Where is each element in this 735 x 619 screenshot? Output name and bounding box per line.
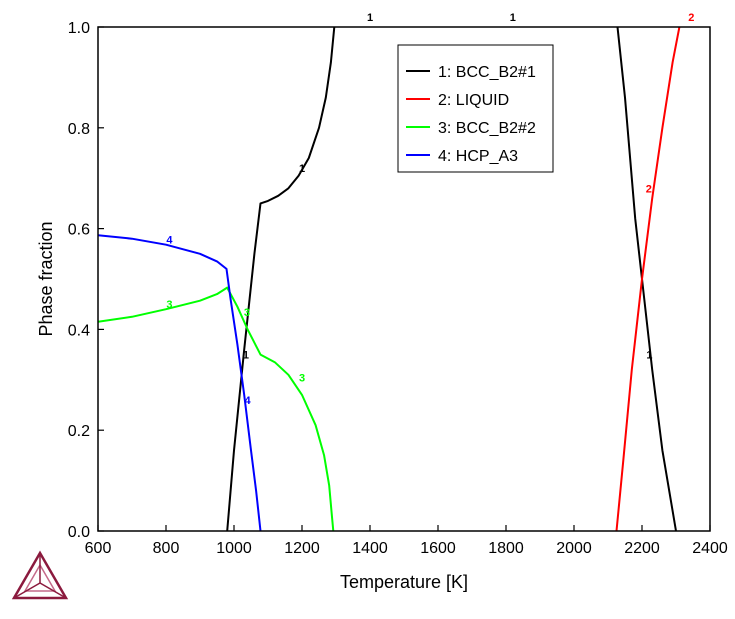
y-tick-label: 0.6: [68, 222, 90, 239]
x-axis-title: Temperature [K]: [340, 572, 468, 592]
x-tick-label: 600: [85, 540, 112, 557]
x-tick-label: 1400: [352, 540, 388, 557]
y-tick-label: 0.4: [68, 322, 90, 339]
curve-label-1: 1: [299, 163, 305, 175]
x-tick-label: 800: [153, 540, 180, 557]
series-line-3-segment-1: [98, 286, 335, 531]
x-tick-label: 2400: [692, 540, 728, 557]
curve-label-1: 1: [510, 12, 516, 24]
curve-labels-layer: 1 1 1 1 1 2 2 3 3 3 4 4: [166, 12, 694, 407]
legend-label-3: 3: BCC_B2#2: [438, 120, 536, 137]
ticks-layer: 600 800 1000 1200 1400 1600 1800 2000 2200 2400 0.…: [68, 20, 728, 557]
curve-label-2: 2: [646, 183, 652, 195]
x-tick-label: 1800: [488, 540, 524, 557]
legend-entries: 1: BCC_B2#1 2: LIQUID 3: BCC_B2#2 4: HCP_A3: [406, 64, 536, 165]
y-tick-label: 0.8: [68, 121, 90, 138]
curve-label-2: 2: [688, 12, 694, 24]
x-tick-label: 2200: [624, 540, 660, 557]
curve-label-4: 4: [245, 395, 252, 407]
curve-label-3: 3: [299, 372, 305, 384]
series-line-2-segment-1: [615, 27, 681, 531]
x-tick-label: 2000: [556, 540, 592, 557]
curve-label-1: 1: [646, 350, 652, 362]
y-tick-label: 0.2: [68, 423, 90, 440]
x-tick-label: 1000: [216, 540, 252, 557]
curves-layer: [98, 27, 681, 531]
curve-label-3: 3: [166, 299, 172, 311]
curve-label-1: 1: [243, 350, 249, 362]
legend: 1: BCC_B2#1 2: LIQUID 3: BCC_B2#2 4: HCP_A3: [397, 44, 554, 173]
legend-box: [397, 44, 554, 173]
curve-label-1: 1: [367, 12, 373, 24]
legend-label-4: 4: HCP_A3: [438, 148, 518, 165]
series-line-4-segment-1: [98, 234, 262, 531]
y-tick-label: 1.0: [68, 20, 90, 37]
y-axis-title: Phase fraction: [36, 221, 56, 336]
x-tick-label: 1600: [420, 540, 456, 557]
legend-label-2: 2: LIQUID: [438, 92, 509, 109]
curve-label-4: 4: [166, 235, 173, 247]
curve-label-3: 3: [244, 307, 250, 319]
legend-label-1: 1: BCC_B2#1: [438, 64, 536, 81]
y-tick-label: 0.0: [68, 524, 90, 541]
thermo-calc-logo: [11, 550, 69, 600]
series-line-1-segment-1: [226, 27, 336, 531]
plot-frame: [97, 26, 711, 532]
x-tick-label: 1200: [284, 540, 320, 557]
